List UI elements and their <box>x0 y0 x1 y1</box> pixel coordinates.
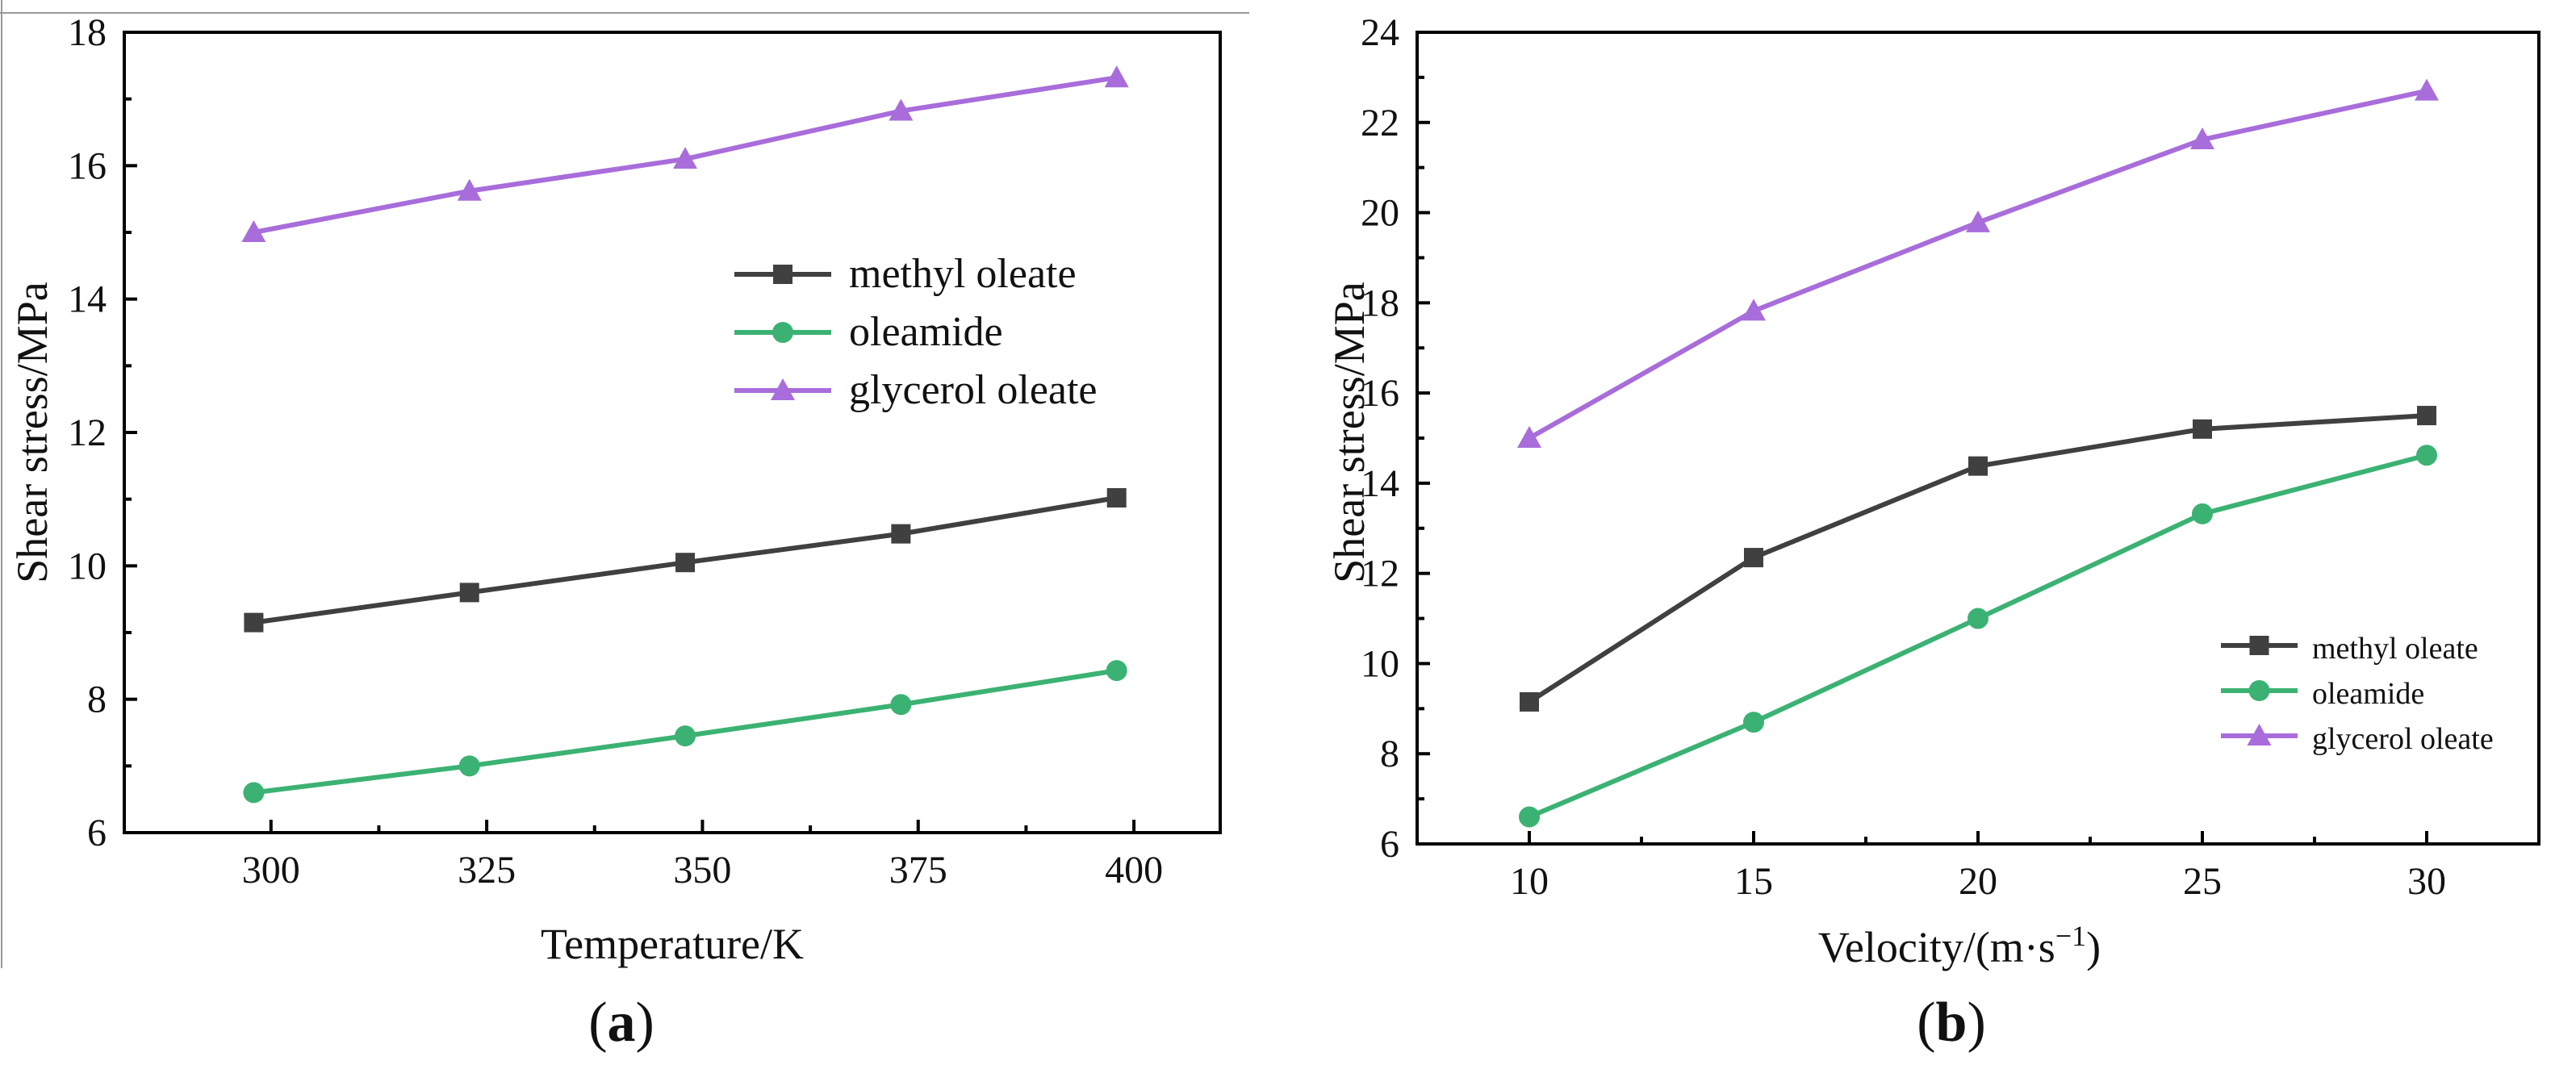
data-point-oleamide-a <box>458 755 480 777</box>
y-tick-label-b: 6 <box>1380 823 1399 866</box>
data-point-methyl_oleate-a <box>891 524 911 544</box>
legend-label-methyl_oleate-b: methyl oleate <box>2312 632 2478 666</box>
y-tick-label-b: 18 <box>1361 282 1399 324</box>
x-tick-label-a: 325 <box>458 849 516 892</box>
data-point-methyl_oleate-b <box>1520 691 1539 712</box>
plot-frame-a <box>123 31 1222 834</box>
y-tick-label-a: 18 <box>68 11 107 54</box>
series-line-oleamide-b <box>1527 453 2429 820</box>
x-tick-label-a: 375 <box>889 849 947 892</box>
legend-marker-methyl_oleate-a <box>773 265 792 284</box>
chart-b: 6 8 10 12 14 16 18 20 22 24 10 15 20 25 30 Velocity/(m·… <box>1325 11 2540 971</box>
data-point-oleamide-a <box>675 725 696 747</box>
y-tick-label-a: 10 <box>68 545 107 587</box>
legend-marker-methyl_oleate-b <box>2249 636 2269 655</box>
data-point-methyl_oleate-b <box>1968 456 1988 476</box>
legend-marker-glycerol_oleate-a <box>771 378 795 400</box>
y-tick-label-a: 6 <box>87 812 107 854</box>
y-tick-label-b: 14 <box>1361 462 1399 505</box>
y-tick-label-b: 24 <box>1361 11 1399 54</box>
caption-b: (b) <box>1917 992 1986 1054</box>
data-point-oleamide-a <box>243 782 265 804</box>
legend-marker-glycerol_oleate-b <box>2247 724 2272 746</box>
y-tick-label-a: 12 <box>68 411 107 454</box>
y-tick-label-b: 16 <box>1361 372 1399 415</box>
data-point-oleamide-a <box>1106 660 1127 682</box>
data-point-oleamide-b <box>1968 608 1988 629</box>
data-point-glycerol_oleate-a <box>889 98 914 121</box>
data-point-glycerol_oleate-b <box>2190 127 2214 150</box>
legend-label-methyl_oleate-a: methyl oleate <box>849 251 1077 297</box>
y-tick-label-b: 10 <box>1361 642 1399 685</box>
x-axis-title-a: Temperature/K <box>541 920 804 968</box>
data-point-glycerol_oleate-a <box>241 220 266 242</box>
y-tick-label-a: 8 <box>87 679 107 721</box>
y-tick-label-b: 8 <box>1380 733 1399 775</box>
data-point-oleamide-b <box>1743 712 1764 733</box>
data-point-methyl_oleate-b <box>1744 548 1763 568</box>
y-axis-title-a: Shear stress/MPa <box>8 282 56 583</box>
x-tick-label-a: 300 <box>242 849 300 892</box>
legend-label-glycerol_oleate-a: glycerol oleate <box>849 367 1098 413</box>
y-tick-label-b: 22 <box>1361 102 1399 144</box>
x-tick-label-a: 350 <box>673 849 731 892</box>
y-tick-label-a: 16 <box>68 144 107 187</box>
legend-label-oleamide-b: oleamide <box>2312 677 2424 711</box>
data-point-oleamide-b <box>2192 503 2213 524</box>
caption-a: (a) <box>588 992 654 1054</box>
series-line-glycerol_oleate-b <box>1527 88 2429 441</box>
data-point-methyl_oleate-a <box>244 612 264 633</box>
data-point-oleamide-b <box>1519 806 1540 828</box>
x-tick-label-b: 10 <box>1510 860 1549 903</box>
chart-a: 6 8 10 12 14 16 18 300 325 350 375 400 Temperature/K… <box>8 11 1222 968</box>
data-point-methyl_oleate-a <box>1106 488 1127 508</box>
data-point-glycerol_oleate-b <box>2415 78 2439 101</box>
data-point-glycerol_oleate-a <box>1104 65 1129 88</box>
x-tick-label-b: 30 <box>2407 860 2446 903</box>
data-point-glycerol_oleate-b <box>1742 299 1766 321</box>
legend-marker-oleamide-a <box>772 322 793 343</box>
y-axis-title-b: Shear stress/MPa <box>1325 282 1374 583</box>
y-tick-label-b: 20 <box>1361 192 1399 235</box>
x-tick-label-a: 400 <box>1105 849 1163 892</box>
x-tick-label-b: 20 <box>1959 860 1997 903</box>
y-tick-label-a: 14 <box>68 278 107 321</box>
data-point-glycerol_oleate-b <box>1517 426 1541 448</box>
data-point-oleamide-b <box>2416 445 2437 466</box>
x-tick-label-b: 15 <box>1734 860 1773 903</box>
data-point-methyl_oleate-b <box>2193 419 2212 439</box>
data-point-methyl_oleate-b <box>2417 406 2436 426</box>
data-point-methyl_oleate-a <box>459 583 479 603</box>
data-point-glycerol_oleate-b <box>1966 210 1990 232</box>
legend-label-glycerol_oleate-b: glycerol oleate <box>2312 722 2494 756</box>
x-axis-title-b: Velocity/(m·s−1) <box>1818 920 2101 971</box>
legend-label-oleamide-a: oleamide <box>849 309 1003 355</box>
data-point-glycerol_oleate-a <box>457 178 482 201</box>
data-point-glycerol_oleate-a <box>673 147 698 169</box>
y-tick-label-b: 12 <box>1361 553 1399 595</box>
legend-marker-oleamide-b <box>2248 680 2270 701</box>
data-point-methyl_oleate-a <box>675 553 696 573</box>
x-tick-label-b: 25 <box>2183 860 2222 903</box>
data-point-oleamide-a <box>890 694 912 716</box>
